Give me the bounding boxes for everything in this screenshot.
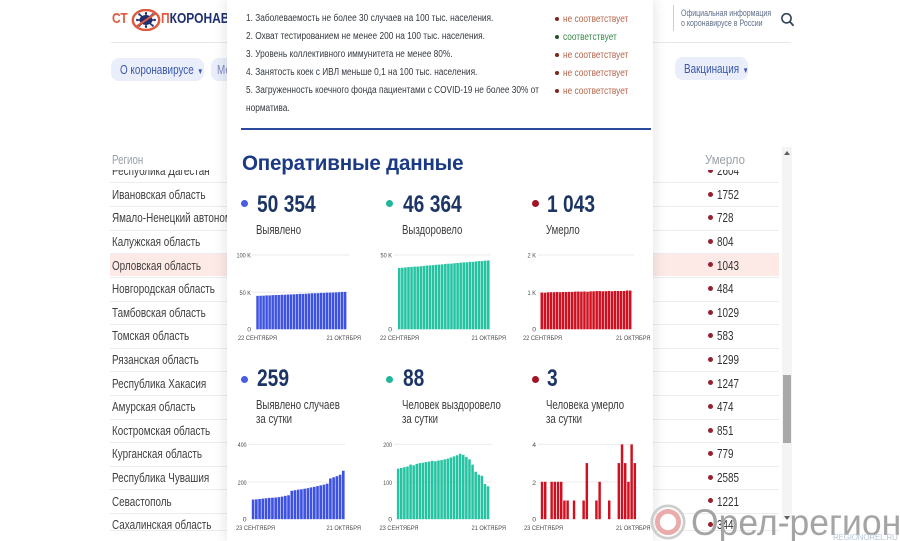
- svg-text:0: 0: [388, 327, 392, 334]
- svg-text:23 СЕНТЯБРЯ: 23 СЕНТЯБРЯ: [236, 525, 275, 532]
- svg-text:200: 200: [383, 442, 392, 449]
- svg-text:100: 100: [383, 480, 392, 487]
- svg-text:22 СЕНТЯБРЯ: 22 СЕНТЯБРЯ: [523, 335, 562, 342]
- svg-text:22 СЕНТЯБРЯ: 22 СЕНТЯБРЯ: [380, 335, 419, 342]
- svg-text:21 ОКТЯБРЯ: 21 ОКТЯБРЯ: [327, 335, 362, 342]
- svg-text:22 СЕНТЯБРЯ: 22 СЕНТЯБРЯ: [238, 335, 277, 342]
- svg-text:200: 200: [238, 480, 247, 487]
- svg-text:0: 0: [532, 517, 536, 524]
- svg-text:23 СЕНТЯБРЯ: 23 СЕНТЯБРЯ: [524, 525, 563, 532]
- svg-text:50 K: 50 K: [381, 253, 393, 260]
- svg-text:21 ОКТЯБРЯ: 21 ОКТЯБРЯ: [327, 525, 362, 532]
- svg-text:1 K: 1 K: [528, 290, 537, 297]
- svg-text:0: 0: [532, 327, 536, 334]
- svg-text:50 K: 50 K: [240, 290, 252, 297]
- svg-text:0: 0: [247, 327, 251, 334]
- svg-text:21 ОКТЯБРЯ: 21 ОКТЯБРЯ: [472, 525, 507, 532]
- svg-text:2 K: 2 K: [528, 253, 537, 260]
- svg-text:21 ОКТЯБРЯ: 21 ОКТЯБРЯ: [616, 335, 651, 342]
- svg-text:100 K: 100 K: [237, 253, 252, 260]
- svg-text:4: 4: [532, 442, 536, 449]
- svg-text:21 ОКТЯБРЯ: 21 ОКТЯБРЯ: [616, 525, 651, 532]
- svg-text:0: 0: [388, 517, 392, 524]
- svg-text:0: 0: [243, 517, 247, 524]
- svg-text:21 ОКТЯБРЯ: 21 ОКТЯБРЯ: [472, 335, 507, 342]
- svg-text:2: 2: [532, 480, 536, 487]
- svg-text:400: 400: [238, 442, 247, 449]
- svg-text:23 СЕНТЯБРЯ: 23 СЕНТЯБРЯ: [380, 525, 419, 532]
